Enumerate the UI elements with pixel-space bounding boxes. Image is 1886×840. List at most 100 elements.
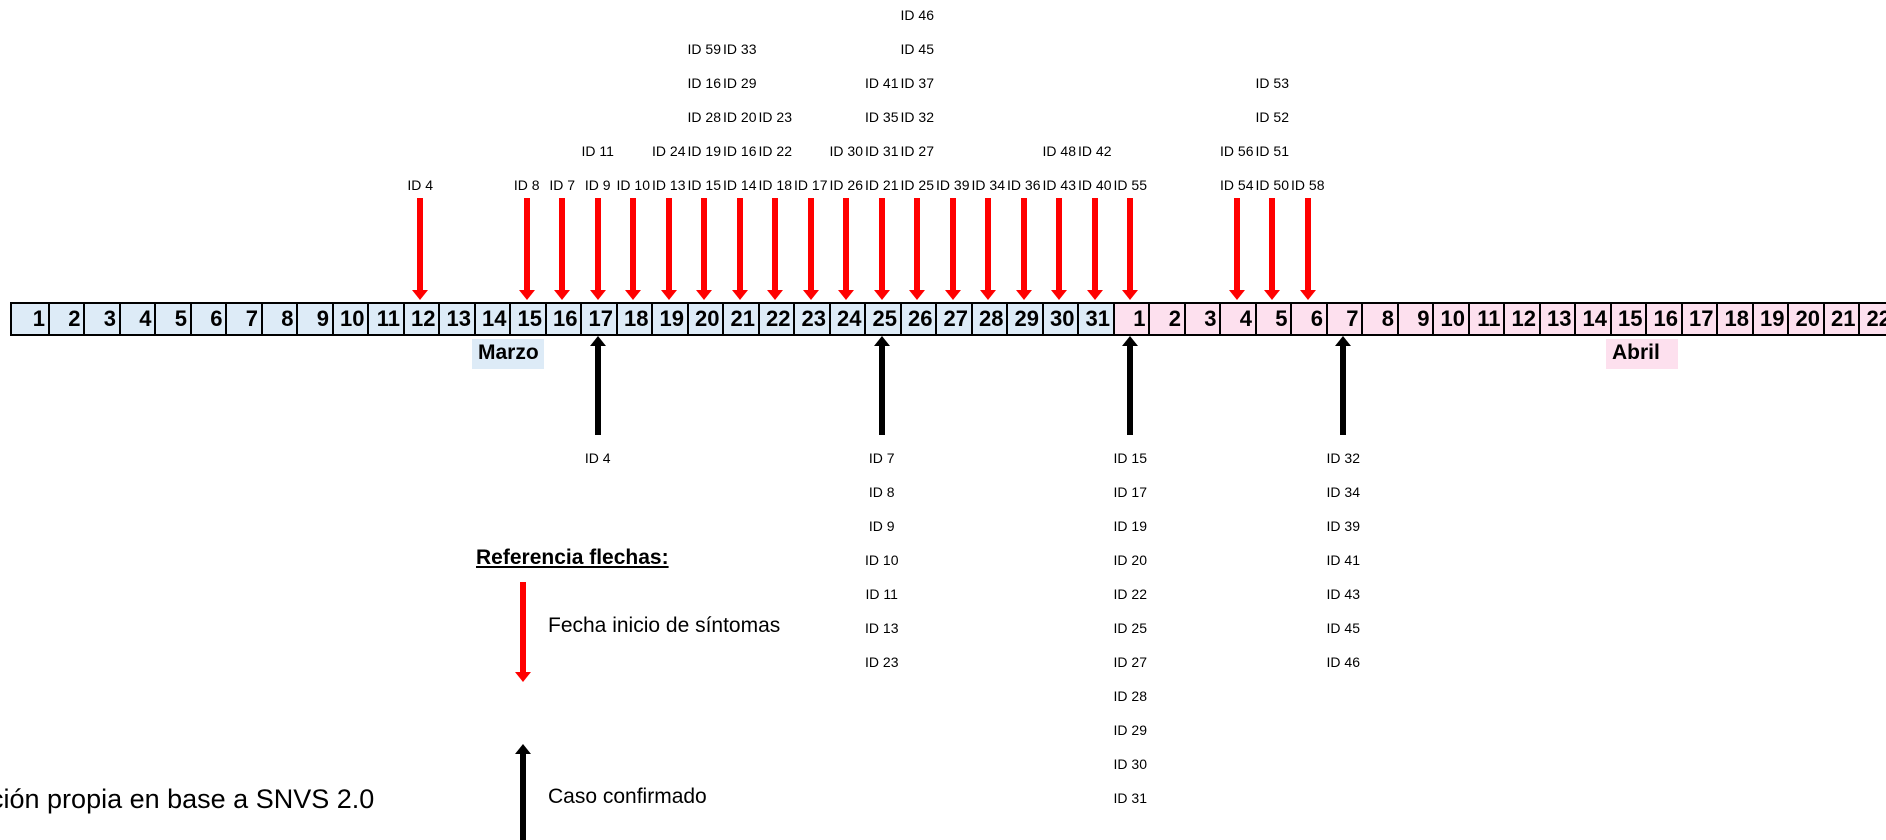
symptom-id-label: ID 58: [1291, 177, 1325, 193]
symptom-id-label: ID 42: [1078, 143, 1112, 159]
confirmed-id-label: ID 30: [1113, 756, 1147, 772]
day-cell: 13: [1538, 304, 1575, 334]
confirmed-case-arrow: [589, 336, 606, 435]
day-cell: 17: [580, 304, 616, 334]
symptom-id-label: ID 34: [971, 177, 1005, 193]
symptom-id-label: ID 24: [652, 143, 686, 159]
symptom-id-label: ID 53: [1255, 75, 1289, 91]
symptom-id-label: ID 46: [900, 7, 934, 23]
confirmed-id-label: ID 10: [865, 552, 899, 568]
day-cell: 21: [1822, 304, 1859, 334]
month-label-april: Abril: [1606, 339, 1678, 369]
symptom-onset-arrow: [1051, 198, 1068, 300]
confirmed-id-label: ID 41: [1326, 552, 1360, 568]
symptom-onset-arrow: [625, 198, 642, 300]
day-cell: 2: [1148, 304, 1184, 334]
confirmed-case-arrow: [1122, 336, 1139, 435]
confirmed-id-label: ID 23: [865, 654, 899, 670]
confirmed-id-label: ID 31: [1113, 790, 1147, 806]
day-cell: 9: [1396, 304, 1433, 334]
symptom-id-label: ID 26: [829, 177, 863, 193]
day-cell: 23: [793, 304, 829, 334]
symptom-onset-arrow: [1122, 198, 1139, 300]
day-cell: 7: [225, 304, 261, 334]
day-cell: 9: [296, 304, 332, 334]
confirmed-id-label: ID 20: [1113, 552, 1147, 568]
day-cell: 22: [757, 304, 794, 334]
day-cell: 2: [47, 304, 84, 334]
day-cell: 15: [1609, 304, 1646, 334]
day-cell: 28: [970, 304, 1007, 334]
symptom-onset-arrow: [518, 198, 535, 300]
confirmed-id-label: ID 17: [1113, 484, 1147, 500]
day-cell: 6: [189, 304, 226, 334]
confirmed-id-label: ID 25: [1113, 620, 1147, 636]
day-cell: 1: [12, 304, 48, 334]
day-cell: 4: [118, 304, 155, 334]
day-cell: 16: [1645, 304, 1681, 334]
confirmed-id-label: ID 39: [1326, 518, 1360, 534]
day-cell: 25: [864, 304, 900, 334]
day-cell: 17: [1680, 304, 1717, 334]
symptom-id-label: ID 55: [1113, 177, 1147, 193]
day-cell: 11: [1467, 304, 1504, 334]
day-cell: 27: [935, 304, 971, 334]
day-cell: 8: [260, 304, 297, 334]
symptom-id-label: ID 14: [723, 177, 757, 193]
day-cell: 13: [438, 304, 474, 334]
confirmed-id-label: ID 15: [1113, 450, 1147, 466]
day-cell: 30: [1041, 304, 1078, 334]
day-cell: 10: [331, 304, 368, 334]
symptom-onset-arrow: [980, 198, 997, 300]
symptom-onset-arrow: [767, 198, 784, 300]
legend-confirmed-label: Caso confirmado: [548, 785, 707, 808]
symptom-id-label: ID 35: [865, 109, 899, 125]
confirmed-id-label: ID 27: [1113, 654, 1147, 670]
symptom-id-label: ID 40: [1078, 177, 1112, 193]
day-cell: 19: [651, 304, 687, 334]
symptom-id-label: ID 28: [687, 109, 721, 125]
symptom-id-label: ID 9: [584, 177, 611, 193]
day-cell: 29: [1006, 304, 1042, 334]
source-note: ración propia en base a SNVS 2.0: [0, 784, 375, 814]
confirmed-id-label: ID 29: [1113, 722, 1147, 738]
legend-symptom-arrow: [515, 582, 531, 682]
day-cell: 3: [1183, 304, 1220, 334]
symptom-id-label: ID 7: [549, 177, 576, 193]
confirmed-id-label: ID 34: [1326, 484, 1360, 500]
symptom-id-label: ID 19: [687, 143, 721, 159]
symptom-id-label: ID 33: [723, 41, 757, 57]
symptom-id-label: ID 4: [407, 177, 434, 193]
day-cell: 31: [1077, 304, 1113, 334]
day-cell: 11: [367, 304, 403, 334]
symptom-id-label: ID 29: [723, 75, 757, 91]
symptom-id-label: ID 11: [581, 143, 614, 159]
symptom-id-label: ID 56: [1220, 143, 1254, 159]
symptom-id-label: ID 37: [900, 75, 934, 91]
confirmed-case-arrow: [873, 336, 890, 435]
day-cell: 18: [615, 304, 652, 334]
confirmed-id-label: ID 13: [865, 620, 899, 636]
confirmed-id-label: ID 9: [868, 518, 895, 534]
symptom-id-label: ID 51: [1255, 143, 1289, 159]
day-cell: 15: [509, 304, 545, 334]
day-cell: 1: [1112, 304, 1149, 334]
symptom-id-label: ID 17: [794, 177, 828, 193]
day-cell: 20: [686, 304, 723, 334]
symptom-id-label: ID 45: [900, 41, 934, 57]
symptom-id-label: ID 15: [687, 177, 721, 193]
symptom-onset-arrow: [1228, 198, 1245, 300]
confirmed-case-arrow: [1335, 336, 1352, 435]
confirmed-id-label: ID 8: [868, 484, 895, 500]
day-cell: 5: [1254, 304, 1291, 334]
symptom-onset-arrow: [1086, 198, 1103, 300]
symptom-id-label: ID 16: [687, 75, 721, 91]
symptom-id-label: ID 13: [652, 177, 686, 193]
day-cell: 26: [899, 304, 936, 334]
symptom-id-label: ID 18: [758, 177, 792, 193]
symptom-id-label: ID 41: [865, 75, 899, 91]
symptom-onset-arrow: [589, 198, 606, 300]
symptom-id-label: ID 23: [758, 109, 792, 125]
symptom-id-label: ID 25: [900, 177, 934, 193]
